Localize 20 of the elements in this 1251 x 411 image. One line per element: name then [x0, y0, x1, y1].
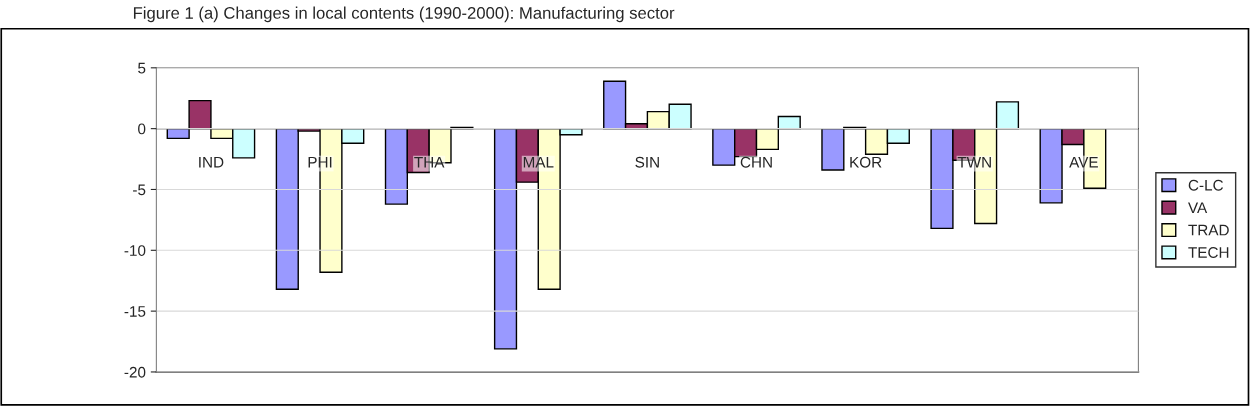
- y-tick-label: 0: [138, 123, 146, 135]
- legend-label: TECH: [1188, 247, 1229, 258]
- x-tick-label: TWN: [957, 156, 991, 168]
- y-tick-label: -15: [124, 306, 146, 317]
- legend-label: TRAD: [1188, 224, 1229, 236]
- x-tick-label: KOR: [850, 156, 882, 168]
- x-tick-label: PHI: [308, 156, 332, 168]
- y-tick-label: -5: [133, 184, 146, 196]
- x-tick-label: MAL: [523, 156, 554, 168]
- chart-title: Figure 1 (a) Changes in local contents (1990-2000): Manufacturing sector: [133, 6, 675, 23]
- x-tick-label: CHN: [740, 156, 772, 168]
- x-tick-label: SIN: [635, 156, 659, 168]
- x-tick-label: IND: [199, 156, 224, 168]
- legend-label: C-LC: [1188, 179, 1224, 191]
- legend-label: VA: [1188, 202, 1208, 213]
- x-tick-label: THA: [414, 156, 445, 168]
- x-tick-label: AVE: [1069, 156, 1098, 168]
- y-tick-label: 5: [138, 62, 146, 74]
- y-tick-label: -20: [124, 366, 146, 378]
- y-tick-label: -10: [124, 245, 146, 256]
